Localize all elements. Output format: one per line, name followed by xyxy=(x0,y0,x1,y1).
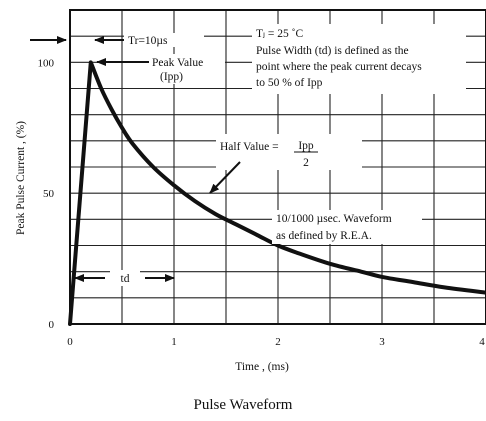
tj-label: Tⱼ = 25 ˚C xyxy=(256,28,303,40)
wave-line2: as defined by R.E.A. xyxy=(276,230,372,242)
x-tick-label: 2 xyxy=(275,336,281,348)
peak-annotation: Peak Value (Ipp) xyxy=(96,54,225,84)
td-annotation: td xyxy=(74,270,175,286)
wave-line1: 10/1000 µsec. Waveform xyxy=(276,213,392,225)
pulse-width-note: Tⱼ = 25 ˚C Pulse Width (td) is defined a… xyxy=(252,24,466,94)
pw-line2: point where the peak current decays xyxy=(256,61,422,73)
y-axis-label: Peak Pulse Current , (%) xyxy=(15,121,27,235)
x-tick-labels: 0 1 2 3 4 xyxy=(67,336,485,348)
pw-line3: to 50 % of Ipp xyxy=(256,77,323,89)
x-tick-label: 4 xyxy=(479,336,485,348)
td-label: td xyxy=(121,273,130,285)
half-value-annotation: Half Value = Ipp 2 xyxy=(209,134,362,194)
pw-line1: Pulse Width (td) is defined as the xyxy=(256,45,409,57)
y-tick-label: 0 xyxy=(49,319,55,331)
half-numerator: Ipp xyxy=(298,140,314,152)
y-tick-label: 50 xyxy=(43,188,55,200)
plot-frame xyxy=(69,9,486,325)
y-tick-label: 100 xyxy=(38,57,55,69)
x-axis-label: Time , (ms) xyxy=(235,361,289,373)
half-label: Half Value = xyxy=(220,141,279,153)
x-tick-label: 0 xyxy=(67,336,73,348)
peak-label-line2: (Ipp) xyxy=(160,71,183,83)
x-tick-label: 1 xyxy=(171,336,177,348)
tr-label: Tr=10µs xyxy=(128,35,168,47)
waveform-curve xyxy=(68,60,486,326)
waveform-note: 10/1000 µsec. Waveform as defined by R.E… xyxy=(272,210,422,244)
peak-label-line1: Peak Value xyxy=(152,57,203,69)
tr-annotation: Tr=10µs xyxy=(30,33,204,47)
x-tick-label: 3 xyxy=(379,336,385,348)
figure-caption: Pulse Waveform xyxy=(193,397,293,413)
half-denominator: 2 xyxy=(303,157,309,169)
y-tick-labels: 0 50 100 xyxy=(38,57,55,331)
